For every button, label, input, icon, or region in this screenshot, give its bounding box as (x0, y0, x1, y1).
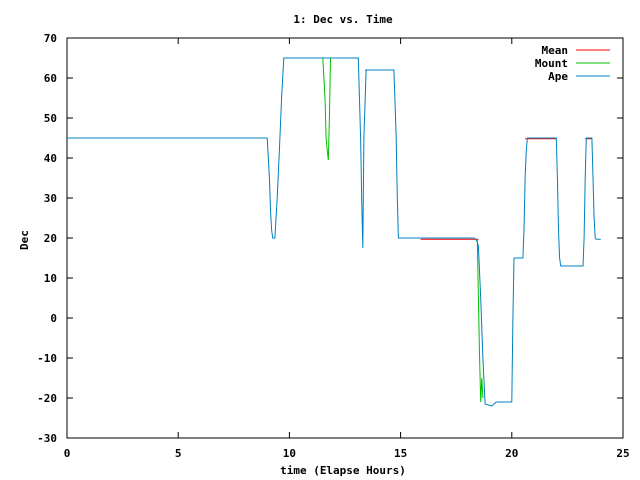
legend-label-mean: Mean (542, 44, 569, 57)
series-line-mount (322, 57, 484, 403)
x-tick-label: 15 (394, 447, 407, 460)
y-tick-label: 0 (50, 312, 57, 325)
plot-frame (66, 37, 624, 439)
y-tick-label: 70 (44, 32, 57, 45)
plot-area (66, 37, 624, 439)
legend-label-ape: Ape (548, 70, 568, 83)
legend-label-mount: Mount (535, 57, 568, 70)
x-axis-label: time (Elapse Hours) (280, 464, 406, 477)
chart-title: 1: Dec vs. Time (293, 13, 393, 26)
y-tick-label: 30 (44, 192, 57, 205)
y-tick-label: 10 (44, 272, 57, 285)
x-tick-label: 10 (283, 447, 296, 460)
y-tick-label: 60 (44, 72, 57, 85)
y-tick-label: 20 (44, 232, 57, 245)
y-axis: -30 -20 -10 0 10 20 30 40 50 60 70 (37, 32, 623, 445)
x-tick-label: 25 (616, 447, 629, 460)
y-tick-label: -10 (37, 352, 57, 365)
series-line-ape (67, 57, 601, 407)
y-tick-label: 50 (44, 112, 57, 125)
x-axis: 0 5 10 15 20 25 (64, 38, 630, 460)
x-tick-label: 0 (64, 447, 71, 460)
y-tick-label: 40 (44, 152, 57, 165)
x-tick-label: 20 (505, 447, 518, 460)
series-layer (67, 57, 601, 407)
x-tick-label: 5 (175, 447, 182, 460)
y-tick-label: -20 (37, 392, 57, 405)
y-axis-label: Dec (18, 230, 31, 250)
y-tick-label: -30 (37, 432, 57, 445)
